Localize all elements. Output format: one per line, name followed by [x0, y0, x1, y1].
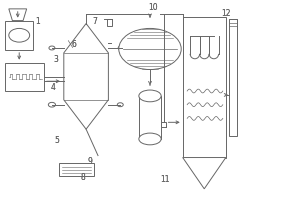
Polygon shape [9, 9, 27, 21]
Circle shape [118, 46, 125, 50]
Bar [59, 163, 94, 176]
Text: 10: 10 [148, 3, 158, 12]
Circle shape [48, 102, 56, 107]
Text: 3: 3 [53, 55, 58, 64]
Text: 8: 8 [80, 173, 85, 182]
Polygon shape [64, 24, 108, 129]
Text: 4: 4 [50, 83, 55, 92]
Bar [5, 21, 34, 50]
Circle shape [49, 46, 55, 50]
Text: 10: 10 [148, 3, 158, 12]
Text: 1: 1 [36, 17, 40, 26]
Bar [229, 19, 237, 136]
Text: 8: 8 [80, 173, 85, 182]
Bar [5, 63, 44, 91]
Text: 6: 6 [71, 40, 76, 49]
Ellipse shape [139, 90, 161, 102]
Text: 4: 4 [50, 83, 55, 92]
Text: 9: 9 [88, 157, 92, 166]
Text: 11: 11 [160, 175, 170, 184]
Bar [161, 122, 166, 127]
Circle shape [119, 28, 181, 70]
Text: 11: 11 [160, 175, 170, 184]
Text: 5: 5 [54, 136, 59, 145]
Text: 7: 7 [92, 17, 97, 26]
Bar [139, 96, 161, 139]
Ellipse shape [139, 133, 161, 145]
Text: 7: 7 [92, 17, 97, 26]
Circle shape [117, 103, 123, 107]
Text: 5: 5 [54, 136, 59, 145]
Text: 12: 12 [221, 9, 231, 18]
Polygon shape [183, 158, 226, 189]
Text: 6: 6 [71, 40, 76, 49]
Text: 1: 1 [36, 17, 40, 26]
Bar [107, 19, 112, 26]
Text: 12: 12 [221, 9, 231, 18]
Text: 3: 3 [53, 55, 58, 64]
Bar [183, 17, 226, 158]
Text: 9: 9 [88, 157, 92, 166]
